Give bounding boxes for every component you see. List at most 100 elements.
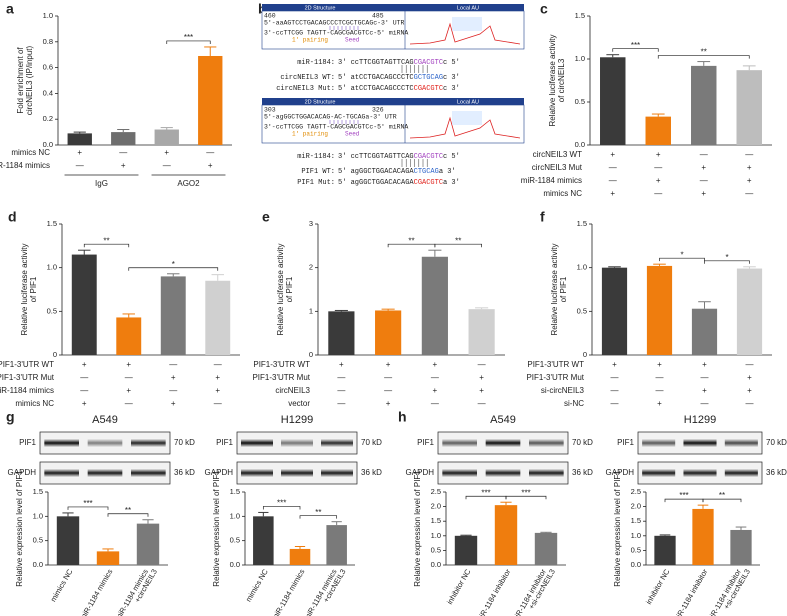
condition-sign: — [745,150,753,159]
x-tick-label: inhibitor NC [644,567,672,606]
condition-sign: + [386,399,391,408]
seq-part: c 5' [443,59,460,67]
x-tick-label: miR-1184 mimics [270,567,307,616]
pairing-label: 1' pairing [292,37,328,44]
significance-label: *** [184,33,193,42]
blot-size: 36 kD [174,468,195,477]
significance-bracket [107,513,149,517]
condition-sign: — [76,161,84,170]
blot-title: A549 [490,414,516,426]
y-tick-label: 0.8 [43,37,53,46]
condition-sign: + [610,189,615,198]
y-axis-label: Relative luciferase activity [550,243,559,335]
header-text: 2D Structure [305,99,336,105]
y-axis-label: of PIF1 [559,276,568,302]
condition-name: PIF1-3'UTR WT [527,360,584,369]
panel-label: c [540,1,548,17]
seq: 3' ccTTCGGTAGTTCAGCGACGTCc 5' [338,153,460,161]
x-tick-label: inhibitor NC [445,567,473,606]
y-tick-label: 0.5 [33,536,43,545]
significance-bracket [434,243,482,248]
condition-sign: + [215,373,220,382]
condition-sign: + [77,148,82,157]
y-axis-label: Relative luciferase activity [20,243,29,335]
condition-name: PIF1-3'UTR Mut [0,373,55,382]
significance-label: ** [455,236,461,245]
seed-label: Seed [345,131,360,138]
blot-title: H1299 [281,414,313,426]
condition-sign: — [745,189,753,198]
bar-chart: 0.0 0.5 1.0 1.5 2.0 2.5 Relative expression le… [606,414,787,616]
au-plot [409,22,521,45]
condition-sign: — [337,386,345,395]
y-tick-label: 0.4 [43,88,53,97]
condition-sign: + [82,360,87,369]
significance-label: *** [83,499,92,508]
significance-bracket [67,506,109,510]
seq-name: miR-1184: [297,59,335,67]
panel-label: f [540,209,545,225]
y-tick-label: 1.5 [431,516,441,525]
y-tick-label: 0.0 [43,140,53,149]
significance-bracket [505,495,547,500]
condition-sign: + [747,373,752,382]
condition-sign: + [386,360,391,369]
header-text: 2D Structure [305,5,336,11]
blot-size: 70 kD [174,438,195,447]
condition-sign: — [337,373,345,382]
significance-label: * [725,253,728,262]
blot-band [131,438,166,448]
condition-name: PIF1-3'UTR WT [253,360,310,369]
condition-sign: + [126,360,131,369]
condition-sign: + [171,373,176,382]
condition-sign: — [125,373,133,382]
y-tick-label: 0.0 [431,560,441,569]
seq-part: a 3' [443,179,460,187]
x-tick-label: miR-1184 inhibitor [475,567,513,616]
bar [534,532,558,565]
blot-band [529,468,564,478]
seq-part: CGACGTC [414,59,443,67]
bar [730,529,752,565]
blot-size: 70 kD [361,438,382,447]
condition-sign: — [746,399,754,408]
condition-sign: + [701,163,706,172]
y-tick-label: 2.5 [431,487,441,496]
condition-sign: + [121,161,126,170]
y-tick-label: 0.0 [631,560,641,569]
condition-sign: — [656,373,664,382]
significance-label: ** [719,491,725,500]
condition-sign: + [433,360,438,369]
header-bar [262,98,524,105]
bar [96,551,120,565]
bar [654,535,676,565]
condition-sign: — [214,360,222,369]
bar [136,523,160,565]
y-tick-label: 1.5 [631,516,641,525]
blot-protein: GAPDH [606,468,635,477]
seed-label: Seed [345,37,360,44]
seq-part: c 3' [443,85,460,93]
y-axis-label: of circNEIL3 [557,58,566,102]
blot-band [642,468,676,478]
y-axis-label: Relative expression level of PIF1 [613,470,622,587]
condition-sign: — [214,399,222,408]
blot-band [131,468,166,478]
bar [692,508,714,565]
y-tick-label: 1.0 [575,54,585,63]
significance-bracket [704,260,750,264]
bar [71,254,97,355]
condition-name: circNEIL3 [275,386,310,395]
group-label: IgG [95,179,108,188]
blot-band [683,468,717,478]
condition-name: PIF1-3'UTR WT [0,360,54,369]
blot-band [724,438,758,448]
y-axis-label: Relative expression level of PIF1 [15,470,24,587]
condition-sign: — [609,176,617,185]
condition-name: miR-1184 mimics [0,161,50,170]
y-tick-label: 0.2 [43,114,53,123]
panel-label: h [398,409,407,425]
bar [601,267,628,355]
x-tick-label: miR-1184 mimics [78,567,115,616]
blot-title: A549 [92,414,118,426]
